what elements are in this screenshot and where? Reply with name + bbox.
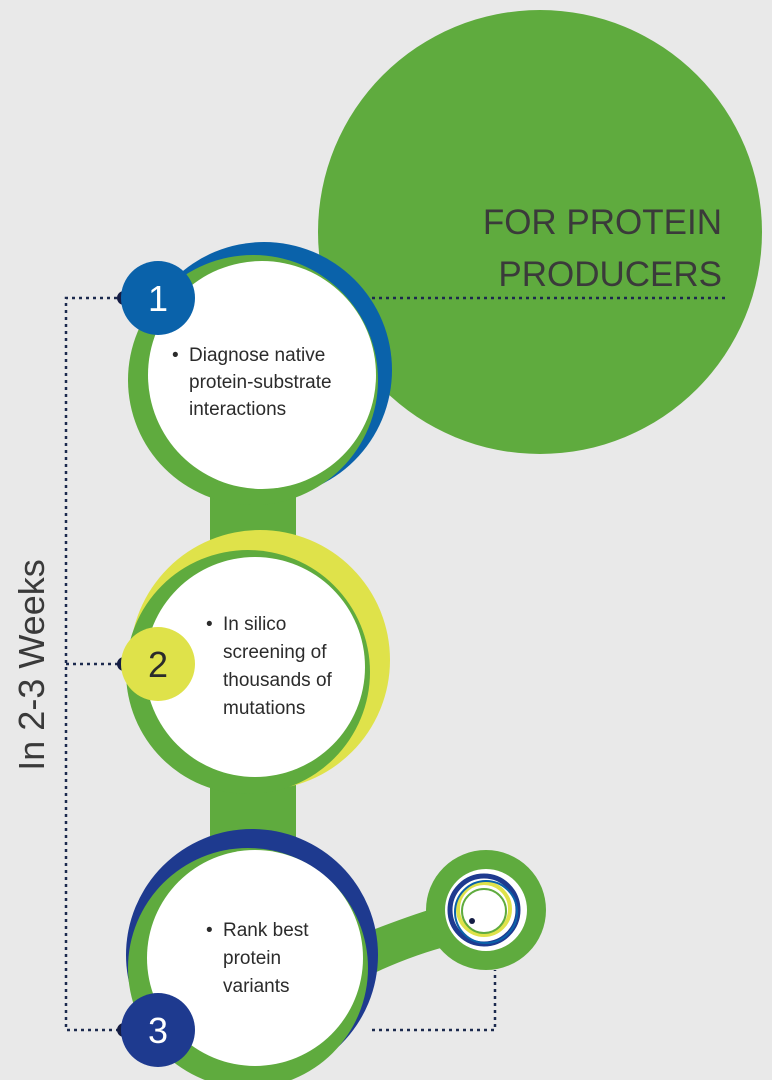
step-1-text-line-3: interactions xyxy=(189,399,286,420)
header-title-line1: FOR PROTEIN xyxy=(483,203,722,242)
step-2-number-badge xyxy=(121,627,195,701)
timeline-bracket xyxy=(64,296,124,1032)
header-title-line2: PRODUCERS xyxy=(498,255,722,294)
mini-ring-navy xyxy=(447,873,521,947)
step-3-bullet: • xyxy=(206,920,213,941)
step-1-bullet: • xyxy=(172,345,179,366)
step-1-number: 1 xyxy=(148,278,168,319)
mini-ring-yellow xyxy=(456,881,512,937)
step-3-text-line-3: variants xyxy=(223,976,290,997)
step-1-number-badge xyxy=(121,261,195,335)
mini-ring-green xyxy=(461,888,507,934)
step-2-white-circle xyxy=(145,557,365,777)
step-3-white-circle xyxy=(147,850,363,1066)
header-circle xyxy=(318,10,762,454)
step-2-text-line-4: mutations xyxy=(223,698,305,719)
step-3-number: 3 xyxy=(148,1010,168,1051)
mini-dot xyxy=(469,918,475,924)
step-1-text-line-2: protein-substrate xyxy=(189,372,332,393)
step-3-text-line-2: protein xyxy=(223,948,281,969)
step-3-number-badge xyxy=(121,993,195,1067)
mini-dotted-connector xyxy=(372,970,497,1032)
step-3-text-line-1: Rank best xyxy=(223,920,309,941)
step-2-text-line-2: screening of xyxy=(223,642,327,663)
step-2-bullet: • xyxy=(206,614,213,635)
step-2-text-line-3: thousands of xyxy=(223,670,333,691)
side-label: In 2-3 Weeks xyxy=(11,559,52,770)
step-1-text-line-1: Diagnose native xyxy=(189,345,325,366)
step-1-white-circle xyxy=(148,261,376,489)
step-2-number: 2 xyxy=(148,644,168,685)
mini-ring-blue xyxy=(454,880,518,944)
step-2-text-line-1: In silico xyxy=(223,614,286,635)
